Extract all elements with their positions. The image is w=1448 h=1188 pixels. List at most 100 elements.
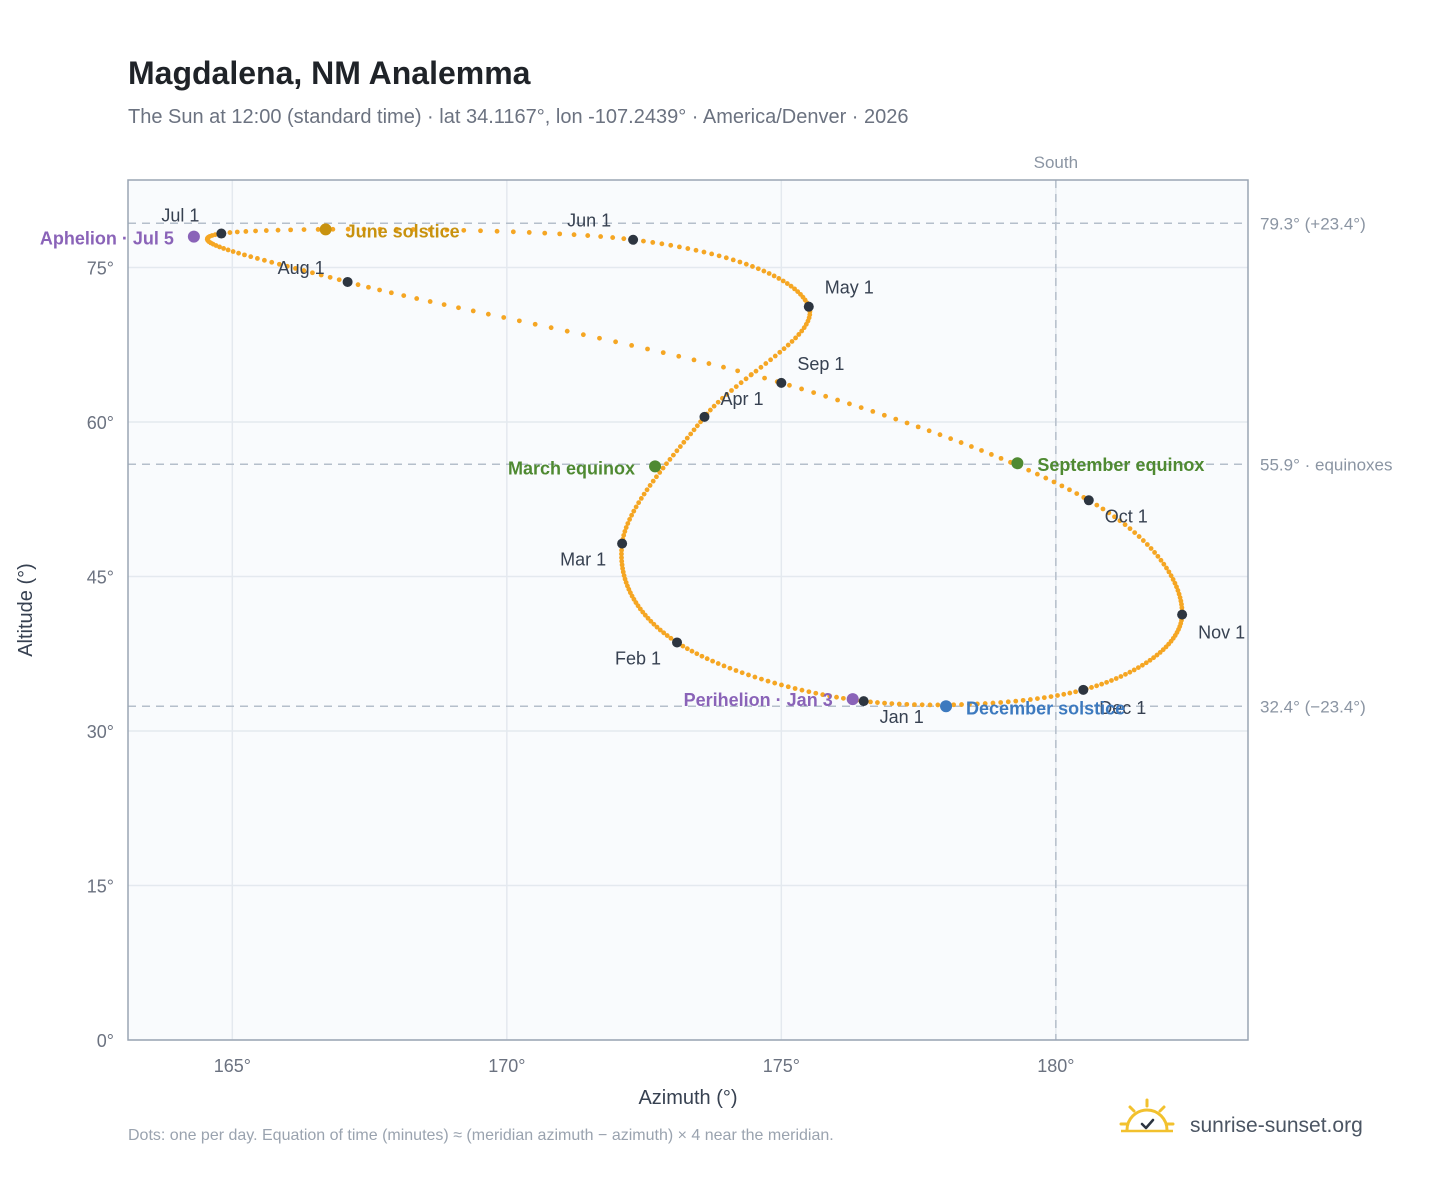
daily-dot [967, 701, 972, 707]
month-markers: Jan 1 Feb 1 Mar 1 Apr 1 May 1 Jun 1 Jul 1 Aug 1… [161, 206, 1245, 728]
daily-dot [1123, 671, 1128, 677]
month-label: Sep 1 [797, 354, 844, 374]
daily-dot [1067, 487, 1072, 493]
daily-dot [699, 653, 705, 659]
daily-dot [680, 643, 686, 649]
daily-dot [743, 261, 749, 267]
daily-dot [1027, 697, 1033, 702]
daily-dot [532, 321, 538, 327]
daily-dot [979, 448, 984, 453]
daily-dot [1174, 584, 1179, 590]
daily-dot [694, 651, 700, 657]
daily-dot [727, 665, 733, 671]
daily-dot [926, 428, 932, 434]
daily-dot [1164, 565, 1169, 571]
daily-dot [650, 478, 656, 484]
daily-dot [248, 254, 254, 260]
y-tick-label: 15° [87, 877, 114, 897]
daily-dot [1067, 690, 1073, 696]
daily-dot [301, 268, 307, 273]
daily-dot [564, 328, 570, 334]
daily-dot [729, 388, 734, 393]
daily-dot [1117, 518, 1123, 524]
daily-dot [772, 353, 778, 359]
daily-dot [427, 227, 433, 233]
daily-dot [870, 409, 876, 414]
daily-dot [621, 532, 627, 538]
daily-dot [478, 228, 483, 234]
daily-dot [733, 384, 739, 389]
daily-dot [1166, 569, 1172, 575]
daily-dot [1152, 550, 1157, 555]
daily-dot [623, 525, 629, 530]
daily-dot [787, 382, 792, 388]
daily-dot [811, 390, 817, 396]
daily-dot [684, 435, 690, 441]
daily-dot [685, 246, 691, 251]
daily-dot [361, 226, 367, 232]
month-marker [776, 377, 787, 388]
daily-dot [937, 432, 943, 438]
daily-dot [1026, 467, 1032, 473]
daily-dot [785, 342, 791, 348]
daily-dot [759, 676, 764, 682]
daily-dot [1094, 683, 1100, 689]
daily-dot [645, 346, 650, 352]
daily-dot [485, 311, 491, 317]
daily-dot [761, 268, 767, 274]
daily-dot [668, 635, 674, 641]
daily-dot [269, 259, 275, 265]
daily-dot [510, 229, 516, 235]
daily-dot [677, 444, 683, 449]
daily-dot [1055, 693, 1060, 698]
x-tick-label: 170° [488, 1056, 525, 1076]
daily-dot [377, 287, 382, 293]
daily-dot [1104, 679, 1110, 685]
daily-dot [619, 562, 625, 568]
daily-dot [704, 656, 710, 662]
daily-dot [743, 376, 749, 382]
daily-dot [882, 700, 887, 706]
daily-dot [254, 256, 260, 261]
daily-dot [948, 436, 954, 442]
daily-dot [834, 694, 839, 700]
daily-dot [585, 233, 591, 238]
daily-dot [1020, 697, 1026, 703]
daily-dot [1059, 483, 1065, 489]
daily-dot [501, 315, 507, 320]
daily-dot [737, 259, 743, 265]
month-marker [216, 228, 227, 239]
daily-dot [318, 272, 324, 278]
daily-dot [780, 278, 786, 284]
daily-dot [721, 364, 726, 370]
daily-dot [661, 630, 667, 636]
month-marker [699, 411, 710, 422]
daily-dot [1035, 696, 1040, 702]
daily-dot [694, 423, 700, 429]
daily-dot [701, 249, 707, 255]
month-label: Oct 1 [1105, 506, 1148, 526]
daily-dot [904, 420, 910, 426]
altitude-reference-label: 55.9° · equinoxes [1260, 455, 1393, 474]
event-label: September equinox [1037, 455, 1204, 475]
daily-dot [1074, 491, 1080, 497]
daily-dot [621, 236, 627, 242]
event-marker [319, 223, 332, 236]
daily-dot [1051, 479, 1057, 485]
daily-dot [1127, 669, 1133, 675]
daily-dot [1127, 526, 1133, 532]
month-marker [1078, 684, 1089, 695]
daily-dot [758, 364, 764, 370]
daily-dot [542, 230, 548, 236]
daily-dot [688, 431, 694, 437]
daily-dot [1144, 542, 1150, 547]
daily-dot [720, 395, 725, 401]
daily-dot [847, 401, 852, 407]
daily-dot [441, 302, 447, 307]
daily-dot [858, 405, 864, 410]
brand-logo[interactable]: sunrise-sunset.org [1119, 1098, 1363, 1137]
daily-dot [234, 229, 240, 235]
daily-dot [1109, 678, 1114, 683]
daily-dot [799, 328, 805, 334]
